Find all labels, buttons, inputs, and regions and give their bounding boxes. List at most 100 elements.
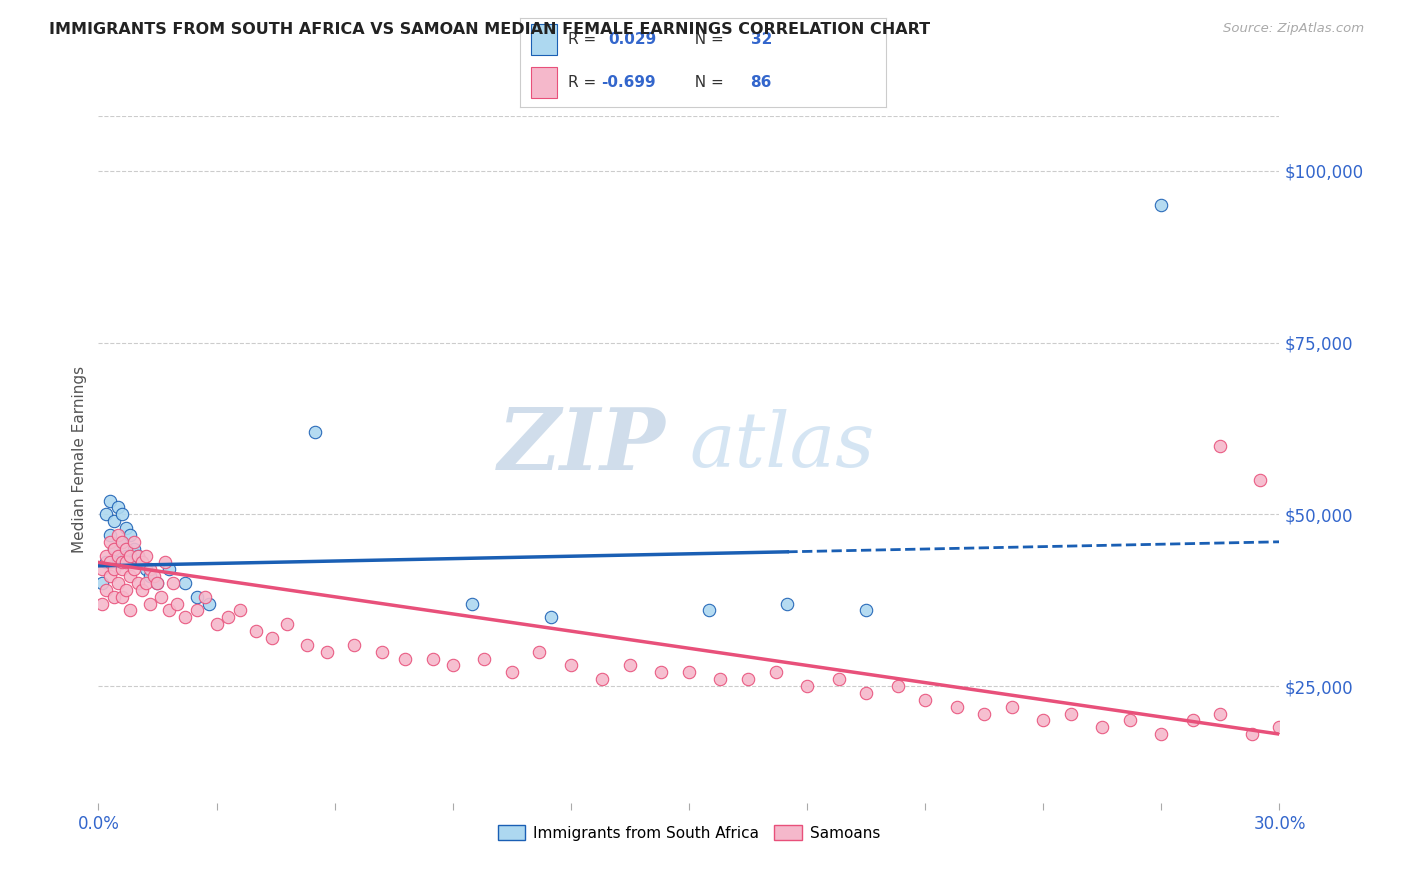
Point bbox=[501, 665, 523, 680]
Point bbox=[855, 686, 877, 700]
Point bbox=[619, 658, 641, 673]
Point bbox=[103, 541, 125, 556]
Point bbox=[111, 534, 134, 549]
Point bbox=[146, 576, 169, 591]
Point bbox=[98, 534, 121, 549]
Point bbox=[91, 562, 114, 576]
Point bbox=[776, 597, 799, 611]
Point bbox=[1032, 714, 1054, 728]
Point bbox=[115, 582, 138, 597]
Point bbox=[737, 672, 759, 686]
Text: IMMIGRANTS FROM SOUTH AFRICA VS SAMOAN MEDIAN FEMALE EARNINGS CORRELATION CHART: IMMIGRANTS FROM SOUTH AFRICA VS SAMOAN M… bbox=[49, 22, 931, 37]
Point bbox=[162, 576, 184, 591]
Point bbox=[591, 672, 613, 686]
Point bbox=[1268, 720, 1291, 734]
Point bbox=[131, 582, 153, 597]
Point bbox=[973, 706, 995, 721]
Point bbox=[118, 555, 141, 569]
Point bbox=[127, 549, 149, 563]
Text: R =: R = bbox=[568, 75, 600, 89]
Point bbox=[304, 425, 326, 439]
Y-axis label: Median Female Earnings: Median Female Earnings bbox=[72, 366, 87, 553]
Point bbox=[115, 521, 138, 535]
Point bbox=[122, 562, 145, 576]
Point bbox=[205, 617, 228, 632]
Point bbox=[103, 541, 125, 556]
Point bbox=[146, 576, 169, 591]
Point bbox=[118, 603, 141, 617]
Point bbox=[131, 555, 153, 569]
Point bbox=[886, 679, 908, 693]
Point bbox=[103, 514, 125, 528]
Point bbox=[138, 597, 160, 611]
Point bbox=[1060, 706, 1083, 721]
Point bbox=[118, 569, 141, 583]
Point bbox=[796, 679, 818, 693]
Point bbox=[186, 590, 208, 604]
Point bbox=[127, 576, 149, 591]
Point bbox=[166, 597, 188, 611]
Legend: Immigrants from South Africa, Samoans: Immigrants from South Africa, Samoans bbox=[492, 819, 886, 847]
Point bbox=[217, 610, 239, 624]
Point bbox=[103, 590, 125, 604]
Text: N =: N = bbox=[685, 75, 728, 89]
Point bbox=[765, 665, 787, 680]
Bar bbox=[531, 24, 557, 55]
Point bbox=[174, 576, 197, 591]
Point bbox=[91, 576, 114, 591]
Point bbox=[155, 555, 177, 569]
Point bbox=[107, 500, 129, 515]
Point bbox=[194, 590, 217, 604]
Point bbox=[98, 528, 121, 542]
Point bbox=[96, 549, 118, 563]
Point bbox=[122, 541, 145, 556]
Point bbox=[529, 645, 551, 659]
Point bbox=[107, 576, 129, 591]
Point bbox=[111, 508, 134, 522]
Point bbox=[371, 645, 394, 659]
Point bbox=[96, 555, 118, 569]
Point bbox=[98, 493, 121, 508]
Text: -0.699: -0.699 bbox=[600, 75, 655, 89]
Point bbox=[827, 672, 849, 686]
Point bbox=[197, 597, 219, 611]
Point bbox=[157, 562, 180, 576]
Bar bbox=[531, 67, 557, 98]
Point bbox=[111, 590, 134, 604]
Point bbox=[560, 658, 582, 673]
Point bbox=[678, 665, 700, 680]
Point bbox=[122, 534, 145, 549]
Point bbox=[650, 665, 672, 680]
Point bbox=[461, 597, 484, 611]
Point bbox=[150, 590, 173, 604]
Point bbox=[186, 603, 208, 617]
Point bbox=[115, 549, 138, 563]
Point bbox=[96, 508, 118, 522]
Point bbox=[107, 528, 129, 542]
Point bbox=[91, 597, 114, 611]
Point bbox=[1209, 439, 1232, 453]
Point bbox=[441, 658, 464, 673]
Point bbox=[138, 562, 160, 576]
Text: atlas: atlas bbox=[689, 409, 875, 483]
Point bbox=[98, 569, 121, 583]
Text: 32: 32 bbox=[751, 32, 772, 46]
Point bbox=[135, 549, 157, 563]
Point bbox=[98, 555, 121, 569]
Point bbox=[107, 549, 129, 563]
Point bbox=[1091, 720, 1114, 734]
Point bbox=[111, 534, 134, 549]
Point bbox=[855, 603, 877, 617]
Text: Source: ZipAtlas.com: Source: ZipAtlas.com bbox=[1223, 22, 1364, 36]
Point bbox=[131, 555, 153, 569]
Point bbox=[107, 555, 129, 569]
Text: 0.029: 0.029 bbox=[607, 32, 657, 46]
Point bbox=[1240, 727, 1263, 741]
Point bbox=[295, 638, 318, 652]
Text: N =: N = bbox=[685, 32, 728, 46]
Point bbox=[1150, 727, 1173, 741]
Point bbox=[697, 603, 720, 617]
Point bbox=[472, 651, 495, 665]
Point bbox=[127, 549, 149, 563]
Point bbox=[135, 562, 157, 576]
